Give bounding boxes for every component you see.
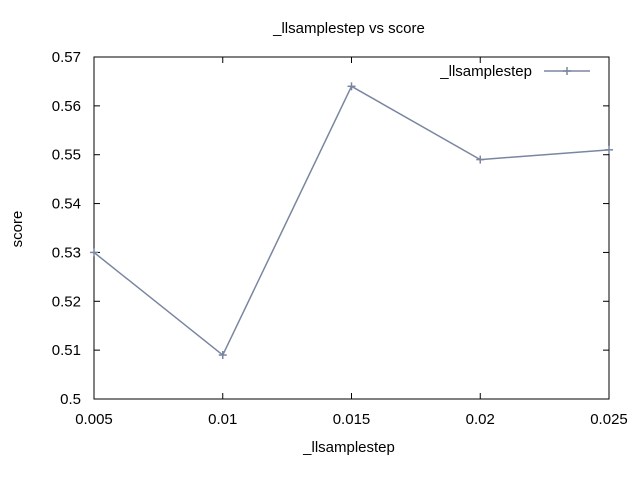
data-point xyxy=(347,82,356,91)
y-tick-label: 0.53 xyxy=(52,244,81,261)
legend-label: _llsamplestep xyxy=(439,63,532,80)
data-point xyxy=(605,145,613,154)
series-layer xyxy=(90,82,613,360)
y-tick-label: 0.52 xyxy=(52,293,81,310)
plot-frame xyxy=(93,56,610,400)
x-tick-label: 0.02 xyxy=(466,411,495,428)
data-point xyxy=(218,351,227,360)
x-axis-label: _llsamplestep xyxy=(302,439,395,456)
series-line xyxy=(93,85,610,356)
y-tick-label: 0.54 xyxy=(52,196,81,213)
legend: _llsamplestep xyxy=(439,63,590,80)
y-tick-label: 0.51 xyxy=(52,342,81,359)
chart-title: _llsamplestep vs score xyxy=(272,20,425,37)
x-tick-label: 0.015 xyxy=(333,411,371,428)
y-tick-label: 0.55 xyxy=(52,147,81,164)
x-tick-label: 0.005 xyxy=(75,411,113,428)
data-point xyxy=(90,248,98,257)
y-axis-ticks: 0.5 0.51 0.52 0.53 0.54 0.55 0.56 0.57 xyxy=(52,49,609,408)
x-axis-ticks: 0.005 0.01 0.015 0.02 0.025 xyxy=(75,57,628,428)
x-tick-label: 0.025 xyxy=(590,411,628,428)
y-axis-label: score xyxy=(9,211,26,248)
legend-marker xyxy=(563,67,571,75)
y-tick-label: 0.5 xyxy=(60,391,81,408)
y-tick-label: 0.57 xyxy=(52,49,81,66)
x-tick-label: 0.01 xyxy=(208,411,237,428)
data-point xyxy=(476,155,485,164)
y-tick-label: 0.56 xyxy=(52,98,81,115)
